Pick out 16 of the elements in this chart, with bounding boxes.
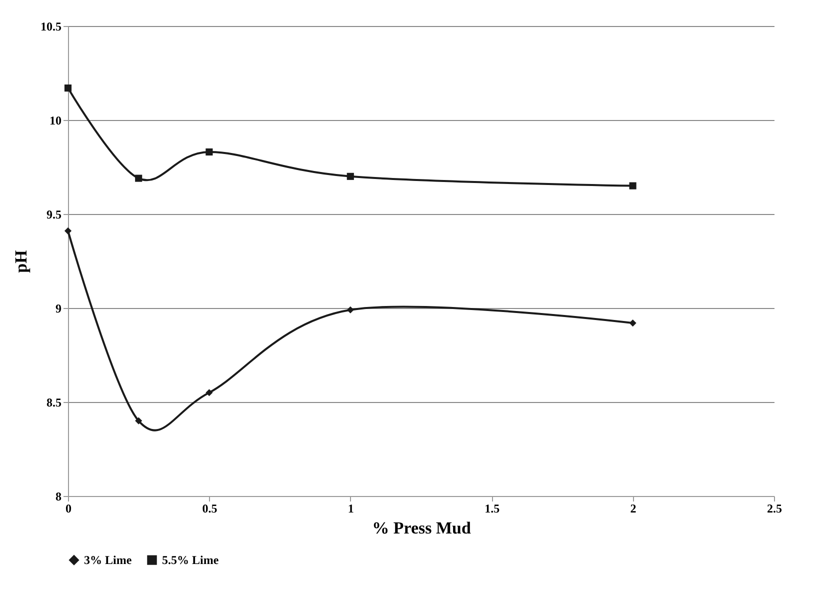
x-tick-label: 1.5	[484, 502, 500, 516]
y-tick-label: 10.5	[40, 20, 62, 34]
legend-label: 5.5% Lime	[162, 553, 220, 568]
x-tick-label: 2.5	[767, 502, 782, 516]
y-tick-label: 8	[56, 490, 62, 504]
x-tick-label: 1	[348, 502, 354, 516]
y-axis-title: pH	[12, 250, 30, 273]
y-tick-label: 8.5	[46, 396, 62, 410]
legend-label: 3% Lime	[84, 553, 132, 568]
y-tick-label: 9.5	[46, 208, 62, 222]
y-tick-label: 9	[56, 302, 62, 316]
x-axis-title: % Press Mud	[372, 518, 472, 538]
y-tick-label: 10	[50, 114, 62, 128]
x-tick-label: 2	[630, 502, 636, 516]
x-tick-label: 0.5	[202, 502, 218, 516]
x-tick-label: 0	[66, 502, 72, 516]
